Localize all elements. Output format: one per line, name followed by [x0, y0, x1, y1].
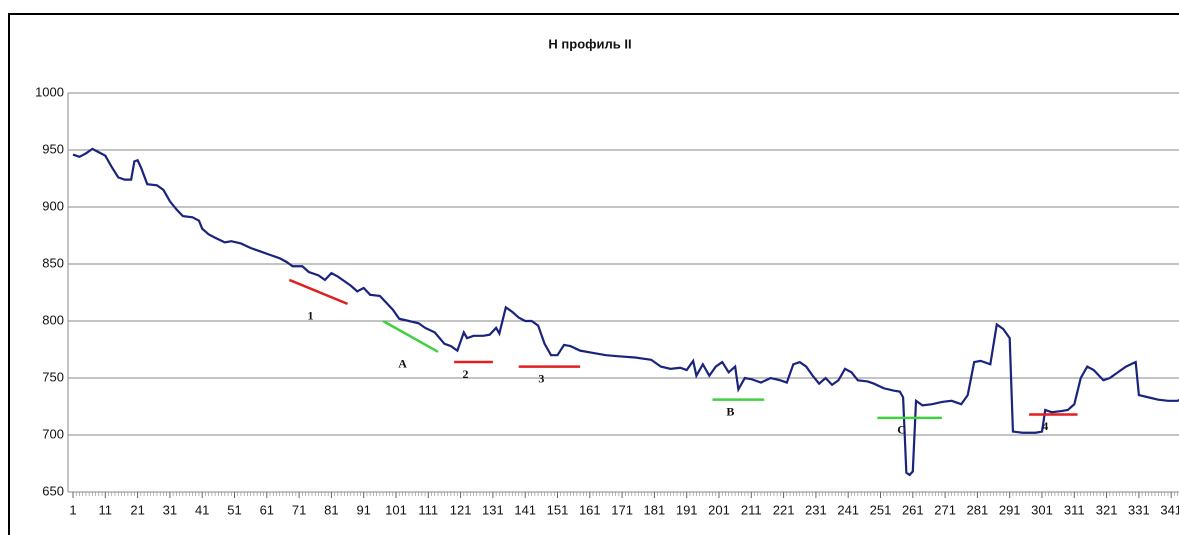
annotation-label: 1 [307, 309, 313, 323]
x-tick-label: 191 [676, 502, 698, 517]
annotation-label: 2 [463, 367, 469, 381]
x-tick-label: 61 [260, 502, 274, 517]
x-tick-label: 241 [837, 502, 859, 517]
x-tick-label: 81 [324, 502, 338, 517]
y-tick-label: 650 [42, 483, 64, 498]
x-tick-label: 141 [514, 502, 536, 517]
x-tick-label: 261 [902, 502, 924, 517]
x-tick-label: 161 [579, 502, 601, 517]
data-line [72, 147, 1179, 477]
x-tick-label: 91 [356, 502, 370, 517]
y-tick-label: 900 [42, 198, 64, 213]
y-tick-label: 1000 [35, 84, 64, 99]
x-tick-label: 221 [773, 502, 795, 517]
y-tick-label: 800 [42, 312, 64, 327]
x-tick-label: 201 [708, 502, 730, 517]
annotation-label: B [726, 404, 734, 418]
x-tick-label: 1 [69, 502, 76, 517]
annotation-label: 4 [1042, 419, 1048, 433]
x-tick-label: 171 [611, 502, 633, 517]
y-tick-label: 700 [42, 426, 64, 441]
x-tick-label: 31 [163, 502, 177, 517]
x-tick-label: 51 [227, 502, 241, 517]
y-tick-label: 750 [42, 369, 64, 384]
annotation-label: 3 [538, 371, 544, 385]
annotation-label: A [398, 357, 407, 371]
x-tick-label: 341 [1160, 502, 1179, 517]
x-tick-label: 301 [1031, 502, 1053, 517]
x-tick-label: 151 [547, 502, 569, 517]
x-tick-label: 271 [934, 502, 956, 517]
x-tick-label: 71 [292, 502, 306, 517]
x-tick-label: 281 [967, 502, 989, 517]
x-tick-label: 131 [482, 502, 504, 517]
chart-frame [8, 13, 1179, 535]
x-tick-label: 21 [130, 502, 144, 517]
x-tick-label: 121 [450, 502, 472, 517]
x-tick-label: 321 [1096, 502, 1118, 517]
y-tick-label: 850 [42, 255, 64, 270]
y-tick-label: 950 [42, 141, 64, 156]
x-tick-label: 251 [870, 502, 892, 517]
x-tick-label: 211 [741, 502, 762, 517]
x-tick-label: 181 [644, 502, 666, 517]
x-tick-label: 11 [99, 502, 113, 517]
x-tick-label: 231 [805, 502, 827, 517]
x-tick-label: 291 [999, 502, 1021, 517]
annotation-line [382, 319, 439, 353]
x-tick-label: 101 [385, 502, 407, 517]
chart-title: Н профиль II [548, 36, 631, 51]
x-tick-label: 331 [1128, 502, 1150, 517]
x-tick-label: 111 [418, 502, 438, 517]
annotation-label: C [897, 423, 906, 437]
annotation-line [288, 278, 349, 306]
x-tick-label: 41 [195, 502, 209, 517]
x-tick-label: 311 [1064, 502, 1085, 517]
